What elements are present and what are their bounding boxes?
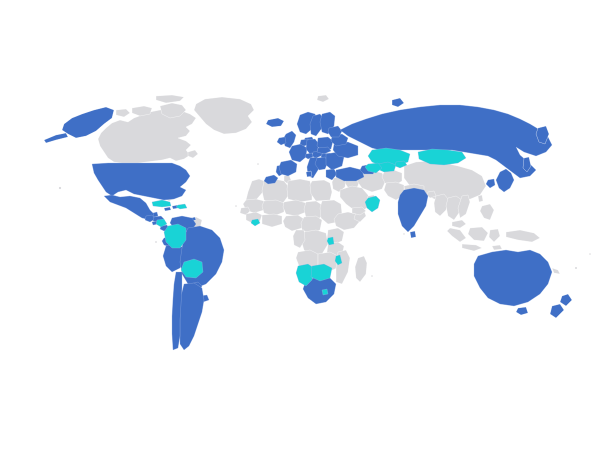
island-borneo[interactable] <box>468 227 488 241</box>
island-sicily-sardinia[interactable] <box>306 171 312 177</box>
island-dot-samoa <box>589 253 591 255</box>
country-eswatini-lesotho[interactable] <box>322 289 328 295</box>
country-vietnam[interactable] <box>458 195 470 218</box>
island-novaya-zemlya[interactable] <box>392 98 404 107</box>
country-greece[interactable] <box>326 169 337 180</box>
country-liberia[interactable] <box>251 219 260 226</box>
island-java[interactable] <box>462 244 482 251</box>
island-sakhalin[interactable] <box>523 157 531 172</box>
island-dot-fiji <box>575 267 577 269</box>
country-libya[interactable] <box>287 179 312 202</box>
country-dominican-republic[interactable] <box>176 204 187 209</box>
country-egypt[interactable] <box>310 180 332 201</box>
country-balkans-west[interactable] <box>315 157 328 170</box>
country-namibia[interactable] <box>296 264 314 286</box>
country-cuba[interactable] <box>152 200 171 207</box>
island-timor[interactable] <box>492 245 502 250</box>
country-myanmar[interactable] <box>434 194 448 216</box>
island-tasmania[interactable] <box>516 307 528 315</box>
country-czechia-slovakia[interactable] <box>317 147 331 154</box>
country-nicaragua[interactable] <box>156 219 167 227</box>
country-alaska[interactable] <box>62 107 114 138</box>
country-chile[interactable] <box>172 272 182 350</box>
island-ellesmere[interactable] <box>156 95 184 103</box>
island-victoria[interactable] <box>132 106 152 116</box>
island-dot-mauritius <box>371 275 373 277</box>
country-belize[interactable] <box>153 212 158 217</box>
country-new-zealand[interactable] <box>560 294 572 306</box>
country-malawi[interactable] <box>335 255 342 265</box>
island-dot-azores <box>257 163 259 165</box>
country-cote-divoire-ghana[interactable] <box>262 214 282 227</box>
island-taiwan[interactable] <box>478 195 483 202</box>
alaska-aleutians[interactable] <box>44 133 68 143</box>
country-malaysia-singapore[interactable] <box>452 220 466 228</box>
island-sulawesi[interactable] <box>489 229 500 242</box>
country-india[interactable] <box>398 188 428 232</box>
island-sumatra[interactable] <box>447 228 466 242</box>
country-nigeria[interactable] <box>283 215 304 231</box>
country-ireland[interactable] <box>277 137 286 145</box>
country-botswana[interactable] <box>311 264 332 281</box>
country-morocco-primary[interactable] <box>264 175 278 184</box>
island-new-guinea[interactable] <box>506 230 540 242</box>
country-new-zealand-south[interactable] <box>550 304 564 318</box>
island-dot-cape-verde <box>235 205 237 207</box>
country-algeria[interactable] <box>262 179 288 204</box>
country-senegal-gambia[interactable] <box>240 207 250 215</box>
country-spain[interactable] <box>279 160 297 176</box>
island-newfoundland[interactable] <box>188 150 198 158</box>
island-sri-lanka[interactable] <box>410 231 416 238</box>
country-bolivia[interactable] <box>181 259 203 278</box>
island-dot-maldives <box>403 233 405 235</box>
unhighlighted-countries-layer <box>98 95 560 284</box>
island-svalbard[interactable] <box>317 95 329 102</box>
primary-highlight-layer <box>44 98 572 350</box>
country-mongolia[interactable] <box>418 149 466 165</box>
island-dot-hawaii <box>58 186 62 190</box>
island-kamchatka[interactable] <box>536 126 549 144</box>
country-gabon-congo[interactable] <box>293 230 305 248</box>
country-iceland[interactable] <box>266 118 284 127</box>
country-colombia[interactable] <box>164 224 186 248</box>
country-greenland[interactable] <box>194 97 254 134</box>
country-morocco-west-sahara[interactable] <box>246 179 265 204</box>
country-australia[interactable] <box>474 250 552 306</box>
country-kyrgyzstan[interactable] <box>395 161 407 168</box>
secondary-highlight-layer <box>152 148 466 295</box>
country-yemen[interactable] <box>352 207 366 215</box>
country-oman[interactable] <box>365 196 380 212</box>
island-jamaica[interactable] <box>164 207 171 211</box>
country-moldova-ukraine[interactable] <box>333 142 358 158</box>
country-thailand-laos-cambodia[interactable] <box>446 196 462 220</box>
country-south-korea[interactable] <box>486 179 495 188</box>
island-new-caledonia[interactable] <box>552 268 560 274</box>
country-niger[interactable] <box>283 200 306 216</box>
island-banks[interactable] <box>116 109 130 117</box>
island-philippines[interactable] <box>480 204 494 220</box>
small-island-dots-layer <box>58 163 591 277</box>
country-turkmenistan[interactable] <box>365 163 382 173</box>
island-baffin[interactable] <box>160 103 186 118</box>
island-dot-galapagos <box>155 241 157 243</box>
country-poland[interactable] <box>317 137 333 151</box>
country-united-states[interactable] <box>92 163 190 200</box>
country-rwanda-burundi[interactable] <box>327 237 334 245</box>
island-madagascar[interactable] <box>355 256 367 282</box>
country-japan[interactable] <box>496 169 514 192</box>
country-baltics[interactable] <box>328 126 342 137</box>
country-mali[interactable] <box>262 200 284 216</box>
country-guatemala[interactable] <box>145 215 155 222</box>
country-turkey[interactable] <box>336 167 364 181</box>
country-ethiopia-somalia[interactable] <box>334 212 360 230</box>
